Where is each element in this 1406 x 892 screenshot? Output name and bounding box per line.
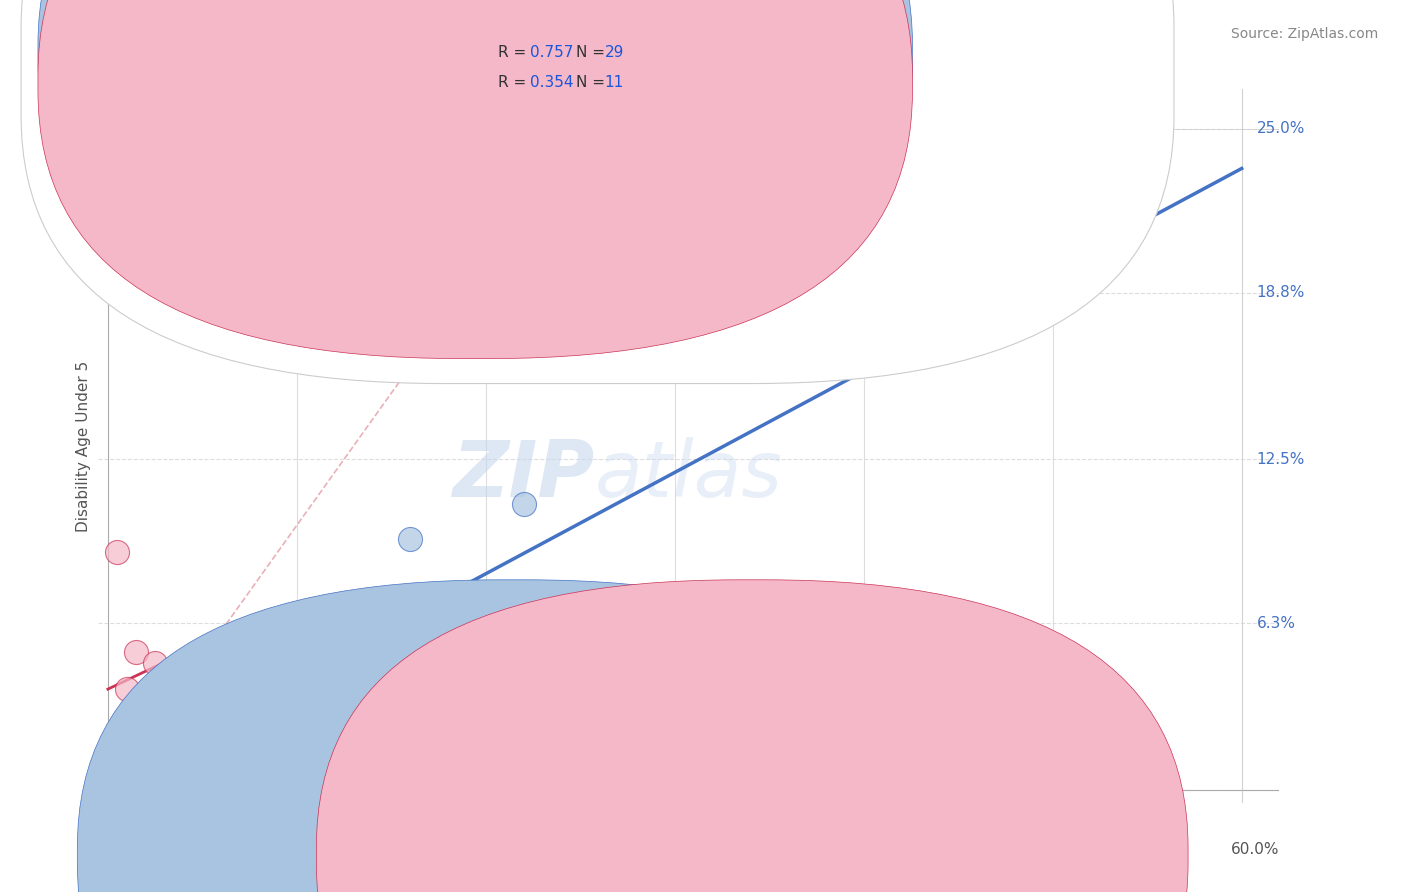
- Point: [285, 751, 308, 765]
- Text: R =: R =: [498, 45, 531, 60]
- Point: [361, 754, 384, 768]
- Point: [125, 645, 148, 659]
- Text: 0.0%: 0.0%: [98, 842, 138, 857]
- Point: [149, 735, 172, 749]
- Point: [115, 682, 138, 697]
- Point: [131, 708, 153, 723]
- Point: [115, 774, 138, 789]
- Point: [191, 769, 214, 783]
- Point: [399, 532, 422, 546]
- Text: 11: 11: [605, 76, 624, 90]
- Text: Source: ZipAtlas.com: Source: ZipAtlas.com: [1230, 27, 1378, 41]
- Y-axis label: Disability Age Under 5: Disability Age Under 5: [76, 360, 91, 532]
- Point: [229, 759, 252, 773]
- Point: [143, 656, 166, 670]
- Text: 29: 29: [605, 45, 624, 60]
- Point: [135, 698, 157, 712]
- Point: [399, 735, 422, 749]
- Text: 25.0%: 25.0%: [1257, 121, 1305, 136]
- Point: [758, 312, 780, 326]
- Point: [664, 672, 686, 686]
- Point: [512, 703, 534, 717]
- Text: 0.354: 0.354: [530, 76, 574, 90]
- Text: N =: N =: [576, 45, 610, 60]
- Point: [172, 751, 194, 765]
- Point: [153, 772, 176, 786]
- Point: [437, 724, 460, 739]
- Text: 18.8%: 18.8%: [1257, 285, 1305, 301]
- Point: [720, 664, 742, 678]
- Text: 60.0%: 60.0%: [1232, 842, 1279, 857]
- Text: SPANISH VS URUGUAYAN DISABILITY AGE UNDER 5 CORRELATION CHART: SPANISH VS URUGUAYAN DISABILITY AGE UNDE…: [77, 36, 737, 54]
- Text: atlas: atlas: [595, 436, 782, 513]
- Point: [105, 545, 128, 559]
- Point: [569, 690, 592, 704]
- Point: [852, 293, 875, 308]
- Point: [163, 664, 186, 678]
- Point: [380, 743, 402, 757]
- Point: [209, 761, 232, 775]
- Text: R =: R =: [498, 76, 531, 90]
- Point: [512, 497, 534, 511]
- Point: [135, 769, 157, 783]
- Point: [569, 354, 592, 368]
- Text: 12.5%: 12.5%: [1257, 451, 1305, 467]
- Point: [172, 766, 194, 780]
- Point: [626, 682, 648, 697]
- Text: Spanish: Spanish: [534, 849, 595, 863]
- Text: Uruguayans: Uruguayans: [773, 849, 865, 863]
- Point: [1042, 716, 1064, 731]
- Point: [191, 672, 214, 686]
- Point: [267, 756, 290, 771]
- Point: [342, 761, 364, 775]
- Point: [153, 716, 176, 731]
- Text: N =: N =: [576, 76, 610, 90]
- Text: 6.3%: 6.3%: [1257, 615, 1296, 631]
- Point: [305, 766, 328, 780]
- Point: [323, 759, 346, 773]
- Text: ZIP: ZIP: [453, 436, 595, 513]
- Text: 0.757: 0.757: [530, 45, 574, 60]
- Point: [247, 764, 270, 778]
- Point: [475, 716, 498, 731]
